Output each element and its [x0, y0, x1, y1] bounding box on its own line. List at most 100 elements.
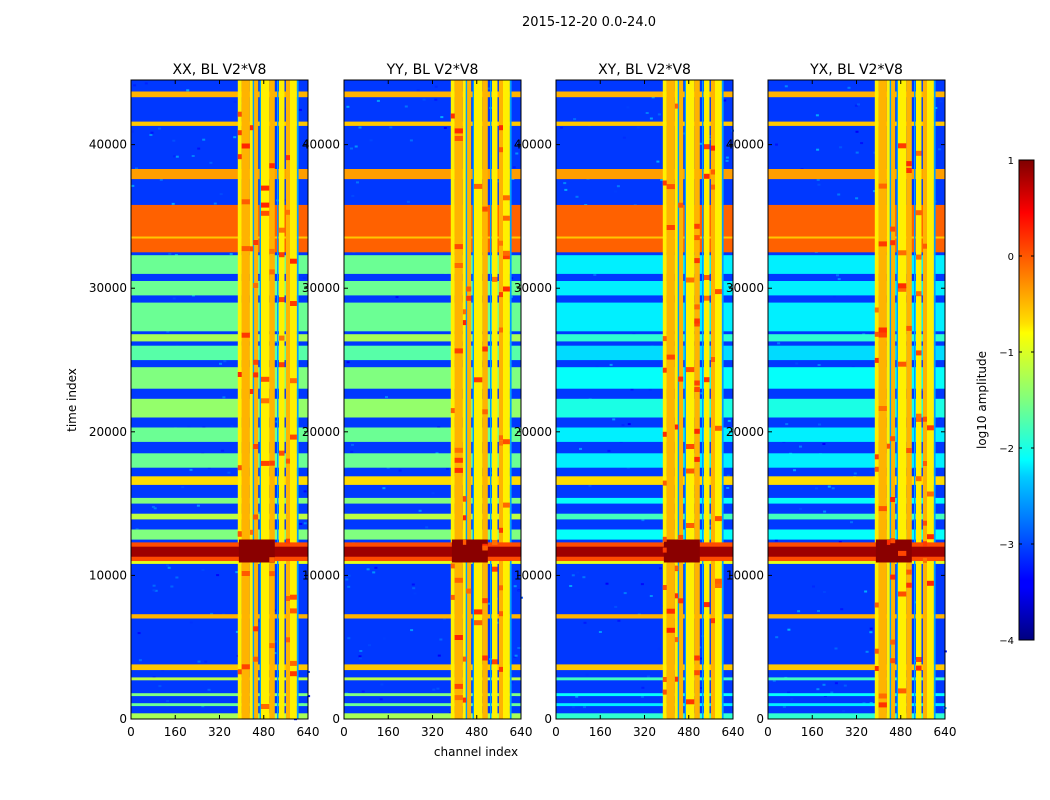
rfi-blotch: [666, 225, 675, 230]
rfi-blotch: [498, 435, 503, 441]
noise-cell: [651, 96, 655, 99]
noise-cell: [623, 592, 627, 595]
noise-cell: [622, 136, 626, 139]
rfi-channel: [498, 80, 503, 719]
time-band: [131, 664, 308, 671]
rfi-channel: [454, 80, 463, 719]
noise-cell: [437, 654, 441, 657]
noise-cell: [275, 420, 279, 423]
noise-cell: [816, 688, 820, 691]
noise-cell: [166, 330, 170, 333]
rfi-blotch: [906, 582, 912, 588]
noise-cell: [564, 188, 568, 191]
noise-cell: [422, 98, 426, 101]
rfi-blotch: [710, 145, 715, 151]
rfi-blotch: [874, 307, 879, 313]
noise-cell: [189, 621, 193, 624]
rfi-blotch: [890, 574, 896, 580]
rfi-blotch: [710, 618, 715, 624]
noise-cell: [171, 202, 175, 205]
noise-cell: [358, 126, 362, 129]
rfi-channel: [878, 80, 887, 719]
noise-cell: [775, 143, 778, 146]
rfi-blotch: [922, 541, 927, 547]
rfi-blotch: [662, 180, 667, 186]
noise-cell: [782, 705, 786, 708]
time-band: [768, 334, 945, 342]
rfi-blotch: [498, 147, 503, 153]
x-tick-label: 640: [510, 725, 533, 739]
rfi-blotch: [269, 269, 275, 275]
noise-cell: [834, 647, 838, 650]
time-band: [768, 476, 945, 485]
noise-cell: [152, 584, 156, 587]
noise-cell: [799, 445, 802, 448]
noise-cell: [351, 443, 354, 446]
burst-hotspot: [451, 539, 488, 563]
rfi-blotch: [249, 389, 254, 394]
noise-cell: [700, 687, 704, 689]
noise-cell: [202, 138, 206, 141]
noise-cell: [938, 148, 942, 151]
noise-cell: [204, 660, 208, 663]
rfi-channel: [666, 80, 675, 719]
noise-cell: [512, 166, 516, 169]
rfi-blotch: [450, 563, 455, 569]
rfi-blotch: [886, 539, 891, 545]
noise-cell: [517, 647, 521, 649]
noise-cell: [659, 567, 662, 570]
noise-cell: [216, 574, 220, 577]
rfi-gap: [702, 80, 704, 719]
rfi-blotch: [285, 209, 290, 215]
noise-cell: [151, 505, 155, 508]
noise-cell: [303, 490, 307, 493]
rfi-blotch: [686, 523, 695, 528]
noise-cell: [869, 631, 873, 634]
rfi-blotch: [498, 666, 503, 672]
x-tick-label: 480: [252, 725, 275, 739]
rfi-blotch: [285, 458, 290, 464]
y-tick-label: 40000: [514, 138, 552, 152]
rfi-blotch: [898, 550, 907, 556]
noise-cell: [833, 295, 836, 298]
saturated-band-line: [131, 236, 308, 239]
noise-cell: [609, 363, 613, 366]
rfi-blotch: [261, 202, 270, 208]
rfi-blotch: [906, 325, 912, 331]
noise-cell: [607, 449, 611, 452]
rfi-blotch: [261, 376, 270, 382]
rfi-blotch: [898, 286, 907, 292]
noise-cell: [699, 198, 703, 201]
noise-cell: [412, 587, 416, 590]
rfi-blotch: [662, 677, 667, 682]
time-band: [344, 677, 521, 681]
noise-cell: [436, 687, 440, 690]
rfi-gap: [889, 80, 892, 719]
noise-cell: [777, 342, 781, 345]
time-band: [556, 703, 733, 707]
rfi-blotch: [916, 416, 922, 422]
rfi-channel: [715, 80, 722, 719]
rfi-blotch: [704, 144, 710, 150]
rfi-blotch: [241, 246, 250, 252]
burst-hotspot: [238, 539, 275, 563]
rfi-blotch: [674, 676, 679, 682]
noise-cell: [345, 578, 349, 581]
burst-core: [344, 546, 521, 557]
rfi-blotch: [922, 557, 927, 563]
rfi-blotch: [710, 357, 715, 362]
noise-cell: [440, 116, 444, 119]
rfi-blotch: [890, 240, 896, 246]
time-band: [556, 513, 733, 520]
noise-cell: [817, 610, 820, 612]
rfi-blotch: [678, 534, 684, 540]
rfi-blotch: [662, 689, 667, 695]
noise-cell: [513, 656, 517, 659]
noise-cell: [799, 507, 802, 510]
rfi-blotch: [241, 664, 250, 670]
rfi-blotch: [678, 376, 684, 382]
rfi-blotch: [498, 125, 503, 131]
noise-cell: [144, 82, 148, 85]
rfi-blotch: [704, 602, 710, 608]
rfi-blotch: [694, 258, 700, 264]
